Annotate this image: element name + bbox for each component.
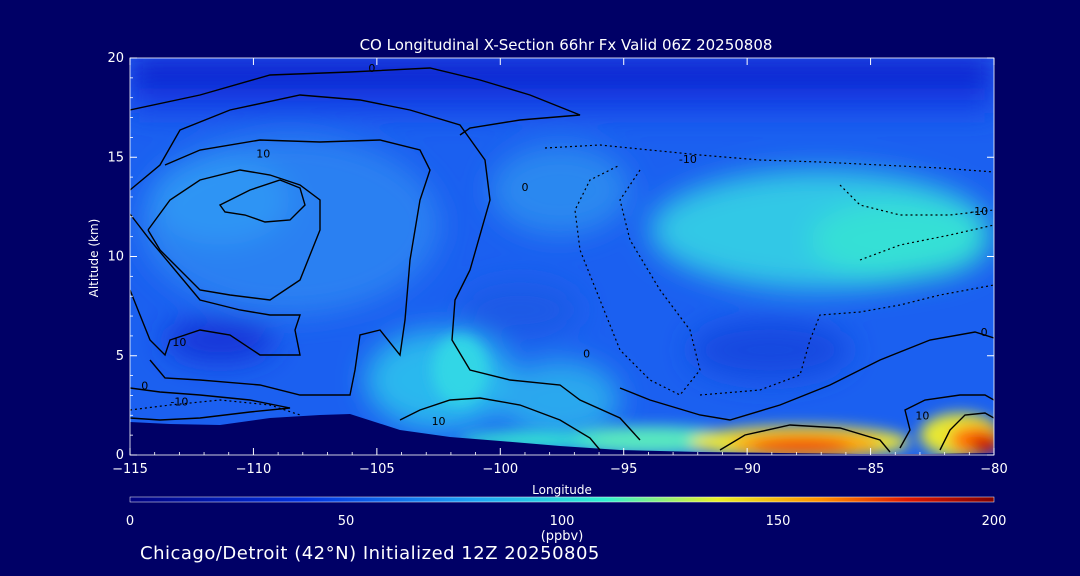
x-axis: −115 −110 −105 −100 −95 −90 −85 −80 — [112, 58, 1008, 477]
colorbar-ticks: 0 50 100 150 200 — [126, 514, 1007, 529]
contour-label: 0 — [368, 62, 375, 75]
contour-label: 10 — [172, 336, 186, 349]
colorbar-tick-label: 150 — [766, 514, 791, 529]
contour-label: -10 — [679, 153, 697, 166]
x-tick-label: −90 — [733, 462, 760, 477]
x-tick-label: −105 — [359, 462, 395, 477]
contour-label: 10 — [432, 415, 446, 428]
colorbar-units: (ppbv) — [541, 529, 584, 544]
contour-label: 10 — [256, 147, 270, 160]
chart-title: CO Longitudinal X-Section 66hr Fx Valid … — [360, 36, 773, 54]
colorbar-tick-label: 0 — [126, 514, 134, 529]
initialized-caption: Chicago/Detroit (42°N) Initialized 12Z 2… — [140, 543, 600, 564]
x-tick-label: −80 — [980, 462, 1007, 477]
colorbar — [129, 496, 995, 503]
contour-label: -10 — [170, 395, 188, 408]
contour-label: 0 — [981, 326, 988, 339]
x-tick-label: −110 — [236, 462, 272, 477]
contour-label: 10 — [915, 409, 929, 422]
co-field: 0 10 0 -10 -10 10 0 -10 10 0 10 0 — [130, 58, 994, 455]
y-tick-label: 20 — [107, 51, 124, 66]
y-tick-label: 5 — [116, 349, 124, 364]
contour-label: 0 — [141, 379, 148, 392]
y-axis-label: Altitude (km) — [87, 219, 101, 298]
x-tick-label: −115 — [112, 462, 148, 477]
y-tick-label: 15 — [107, 150, 124, 165]
x-tick-label: −85 — [857, 462, 884, 477]
x-tick-label: −95 — [610, 462, 637, 477]
x-axis-label: Longitude — [532, 483, 592, 497]
x-tick-label: −100 — [482, 462, 518, 477]
y-axis: 0 5 10 15 20 — [107, 51, 994, 463]
contour-labels: 0 10 0 -10 -10 10 0 -10 10 0 10 0 — [141, 62, 988, 428]
colorbar-tick-label: 200 — [982, 514, 1007, 529]
terrain-mask — [130, 414, 994, 455]
solid-contours — [130, 67, 994, 453]
y-tick-label: 10 — [107, 250, 124, 265]
colorbar-tick-label: 50 — [338, 514, 355, 529]
contour-label: -10 — [970, 205, 988, 218]
y-tick-label: 0 — [116, 448, 124, 463]
dotted-contours — [130, 144, 994, 416]
contour-label: 0 — [521, 181, 528, 194]
colorbar-tick-label: 100 — [550, 514, 575, 529]
contour-label: 0 — [583, 348, 590, 361]
